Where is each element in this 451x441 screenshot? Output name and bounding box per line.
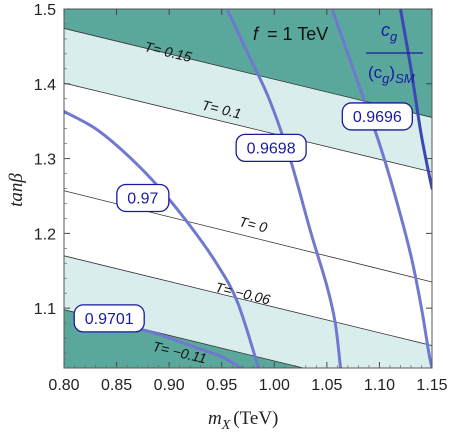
legend-ratio: cg (cg)SM [366,20,423,86]
x-tick-label: 1.00 [259,377,290,394]
legend-denominator: (cg)SM [368,63,415,86]
legend-numerator: cg [381,20,398,44]
region-upper-light [64,28,432,173]
contour-unlabeled [398,9,432,190]
x-tick-label: 0.80 [48,377,79,394]
contour-0.97 [64,109,261,368]
x-tick-label: 0.95 [206,377,237,394]
ratio-contours [64,9,432,368]
contour-0.9698 [225,9,343,368]
shaded-regions [64,9,432,368]
t-line-1 [64,82,432,173]
t-line-label: T= 0 [238,213,270,235]
y-tick-label: 1.2 [34,226,56,243]
contour-label: 0.9701 [85,311,134,328]
x-tick-label: 0.85 [101,377,132,394]
contour-label: 0.97 [127,190,158,207]
y-tick-label: 1.4 [34,77,56,94]
region-lower-light [64,255,432,368]
x-tick-label: 0.90 [154,377,185,394]
x-tick-label: 1.10 [364,377,395,394]
y-tick-label: 1.5 [34,2,56,19]
contour-label: 0.9696 [353,109,402,126]
x-tick-label: 1.15 [416,377,447,394]
contour-0.9696 [330,9,432,368]
title-value: = 1 TeV [267,24,328,44]
contour-label-box [116,183,170,213]
region-upper-dark [64,9,432,118]
y-tick-label: 1.1 [34,301,56,318]
y-tick-label: 1.3 [34,152,56,169]
contour-label-box [73,304,145,333]
y-axis-ticks: 1.1 1.2 1.3 1.4 1.5 [34,2,432,369]
t-line-3 [64,255,432,346]
chart-title: f = 1 TeV [253,24,328,44]
contour-label-box [341,102,413,131]
x-axis-ticks: 0.80 0.85 0.90 0.95 1.00 1.05 1.10 1.15 [48,9,448,394]
x-axis-title: mX (TeV) [208,408,278,433]
title-variable: f [253,24,260,44]
x-tick-label: 1.05 [311,377,342,394]
y-axis-title: tanβ [6,173,27,207]
contour-value-labels: 0.9701 0.97 0.9698 0.9696 [73,102,413,333]
contour-label: 0.9698 [247,140,296,157]
contour-label-box [235,133,307,163]
